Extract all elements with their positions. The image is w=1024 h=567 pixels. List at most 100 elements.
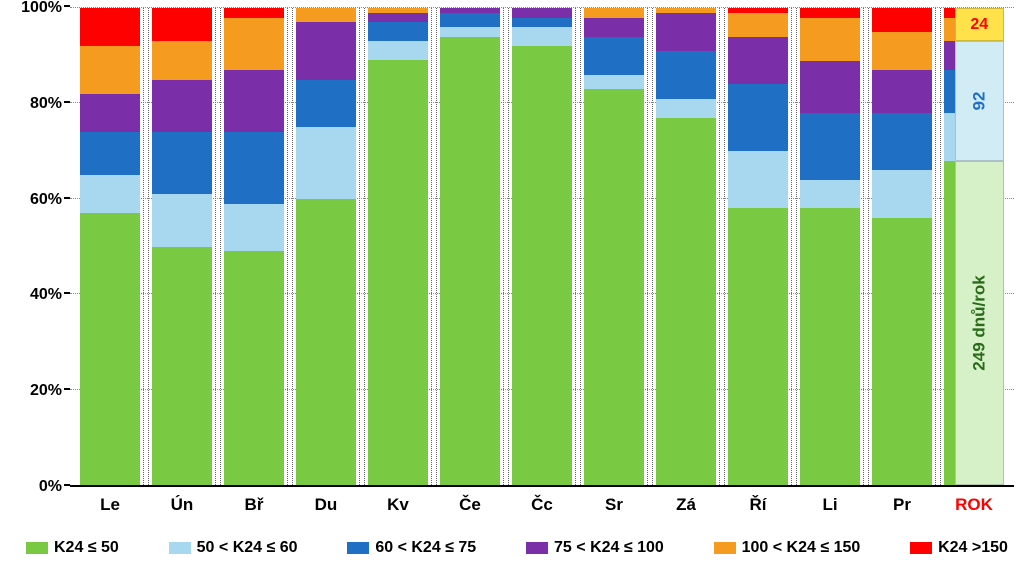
bar-segment — [584, 89, 643, 485]
bar-slot — [722, 8, 794, 485]
x-label: Če — [434, 495, 506, 515]
bars-container: 249 dnů/rok9224 — [70, 8, 1014, 485]
legend-label: K24 >150 — [938, 539, 1008, 557]
bar-segment — [728, 13, 787, 37]
x-label: Sr — [578, 495, 650, 515]
bar-segment — [80, 46, 139, 94]
y-tick-label: 0% — [39, 478, 62, 496]
bar-Čc — [512, 8, 571, 485]
bar-segment — [872, 70, 931, 113]
bar-segment — [656, 99, 715, 118]
bar-segment — [944, 8, 1003, 18]
bar-slot — [362, 8, 434, 485]
y-tick-label: 40% — [30, 286, 62, 304]
x-label: Du — [290, 495, 362, 515]
bar-segment — [296, 127, 355, 199]
bar-segment — [944, 113, 1003, 161]
bar-segment — [728, 208, 787, 485]
bar-Le — [80, 8, 139, 485]
bar-segment — [80, 175, 139, 213]
bar-segment — [872, 170, 931, 218]
y-tick-label: 80% — [30, 95, 62, 113]
bar-segment — [368, 13, 427, 23]
legend-swatch — [26, 542, 48, 554]
legend-item: 100 < K24 ≤ 150 — [714, 539, 861, 557]
bar-Ún — [152, 8, 211, 485]
bar-slot — [218, 8, 290, 485]
bar-segment — [728, 151, 787, 208]
bar-segment — [368, 60, 427, 485]
plot-area: 249 dnů/rok9224 — [70, 8, 1014, 487]
bar-segment — [152, 41, 211, 79]
bar-segment — [296, 199, 355, 485]
bar-segment — [224, 70, 283, 132]
x-label: Bř — [218, 495, 290, 515]
bar-segment — [944, 41, 1003, 70]
x-label: Li — [794, 495, 866, 515]
bar-Kv — [368, 8, 427, 485]
bar-segment — [800, 61, 859, 113]
bar-segment — [800, 8, 859, 18]
x-label: Čc — [506, 495, 578, 515]
bar-segment — [80, 132, 139, 175]
bar-segment — [80, 213, 139, 485]
legend-item: 60 < K24 ≤ 75 — [347, 539, 476, 557]
bar-segment — [224, 251, 283, 485]
legend-item: 75 < K24 ≤ 100 — [526, 539, 664, 557]
bar-segment — [800, 18, 859, 61]
bar-slot — [434, 8, 506, 485]
bar-segment — [584, 37, 643, 75]
bar-slot — [650, 8, 722, 485]
bar-segment — [800, 113, 859, 180]
bar-segment — [80, 8, 139, 46]
bar-segment — [944, 70, 1003, 113]
bar-segment — [152, 80, 211, 132]
legend-label: 50 < K24 ≤ 60 — [197, 539, 298, 557]
bar-segment — [944, 18, 1003, 42]
chart-container: 0% 20% 40% 60% 80% 100% 249 dnů/rok9224 LeÚnB… — [0, 0, 1024, 567]
y-tick-label: 100% — [21, 0, 62, 17]
bar-segment — [152, 8, 211, 41]
bar-segment — [872, 113, 931, 170]
bar-segment — [800, 208, 859, 485]
legend-swatch — [910, 542, 932, 554]
bar-segment — [296, 80, 355, 128]
bar-slot — [146, 8, 218, 485]
bar-segment — [584, 18, 643, 37]
bar-segment — [656, 13, 715, 51]
bar-slot — [74, 8, 146, 485]
x-label: ROK — [938, 495, 1010, 515]
legend-swatch — [347, 542, 369, 554]
bar-slot — [506, 8, 578, 485]
legend-item: K24 >150 — [910, 539, 1008, 557]
x-axis-labels: LeÚnBřDuKvČeČcSrZáŘíLiPrROK — [70, 495, 1014, 515]
bar-segment — [512, 18, 571, 28]
bar-slot — [794, 8, 866, 485]
y-tick-label: 20% — [30, 382, 62, 400]
bar-segment — [656, 51, 715, 99]
bar-slot — [578, 8, 650, 485]
bar-Du — [296, 8, 355, 485]
bar-segment — [656, 118, 715, 485]
bar-Sr — [584, 8, 643, 485]
legend-swatch — [714, 542, 736, 554]
x-label: Ún — [146, 495, 218, 515]
bar-segment — [872, 32, 931, 70]
bar-segment — [728, 84, 787, 151]
legend-label: 100 < K24 ≤ 150 — [742, 539, 861, 557]
bar-segment — [800, 180, 859, 209]
bar-segment — [944, 161, 1003, 485]
bar-segment — [152, 194, 211, 246]
legend-swatch — [526, 542, 548, 554]
bar-segment — [224, 8, 283, 18]
bar-segment — [512, 8, 571, 18]
bar-segment — [512, 27, 571, 46]
y-tick-label: 60% — [30, 191, 62, 209]
bar-segment — [440, 37, 499, 485]
bar-segment — [440, 13, 499, 27]
x-label: Ří — [722, 495, 794, 515]
x-label: Le — [74, 495, 146, 515]
bar-segment — [584, 8, 643, 18]
bar-segment — [80, 94, 139, 132]
bar-slot — [290, 8, 362, 485]
